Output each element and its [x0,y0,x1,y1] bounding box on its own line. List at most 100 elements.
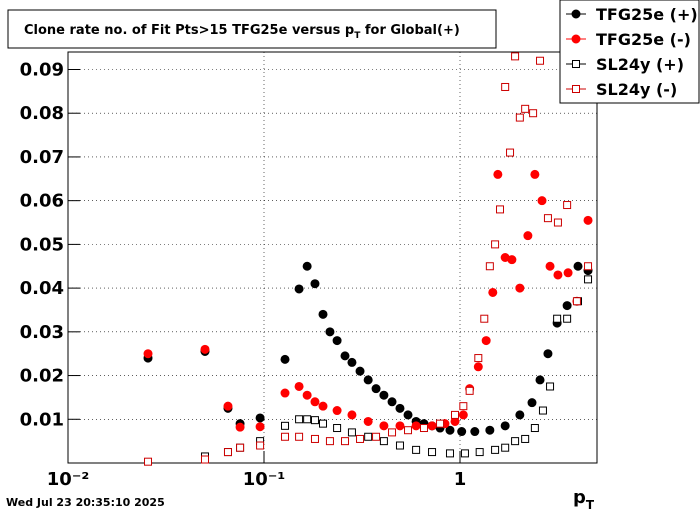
point [451,410,460,419]
point [491,445,500,454]
point [507,255,517,265]
point [379,437,388,446]
point [379,421,389,431]
series [144,52,593,466]
point [281,421,290,430]
point [255,413,265,423]
x-label-main: p [573,487,586,508]
point [584,262,593,271]
point [310,279,320,289]
point [223,448,232,457]
legend-label: SL24y (+) [596,55,684,74]
point [333,424,342,433]
point [493,169,503,179]
point [563,314,572,323]
point [235,422,245,432]
y-tick-label: 0.07 [20,147,64,168]
legend-label: TFG25e (+) [596,5,698,24]
series [143,261,593,437]
point [485,262,494,271]
point [319,419,328,428]
point [395,441,404,450]
point [395,403,405,413]
point [465,386,474,395]
point [488,287,498,297]
y-tick-label: 0.08 [20,103,64,124]
point [294,381,304,391]
point [388,428,397,437]
point [511,437,520,446]
point [427,421,437,431]
point [480,314,489,323]
point [500,421,510,431]
point [563,201,572,210]
legend-label: TFG25e (-) [596,30,691,49]
x-tick-label: 1 [454,469,467,490]
point [460,449,469,458]
point [310,416,319,425]
point [341,437,350,446]
point [310,397,320,407]
legend-marker [571,9,581,19]
point [563,268,573,278]
point [545,261,555,271]
point [553,218,562,227]
legend-marker [571,34,581,44]
legend-box [559,0,700,104]
point [347,428,356,437]
point [475,448,484,457]
point [404,426,413,435]
point [355,366,365,376]
point [200,455,209,464]
point [515,410,525,420]
point [310,434,319,443]
point [445,449,454,458]
point [530,424,539,433]
point [546,382,555,391]
point [521,434,530,443]
point [459,402,468,411]
point [363,375,373,385]
point [387,397,397,407]
title-part: Clone rate no. of Fit Pts>15 TFG25e vers… [24,23,354,38]
point [543,214,552,223]
point [318,401,328,411]
point [356,434,365,443]
point [223,401,233,411]
point [379,390,389,400]
point [553,270,563,280]
point [458,410,468,420]
point [363,416,373,426]
point [583,215,593,225]
point [295,415,304,424]
point [457,427,467,437]
point [470,427,480,437]
point [143,349,153,359]
point [303,415,312,424]
y-tick-label: 0.01 [20,409,64,430]
point [325,327,335,337]
point [255,422,265,432]
point [302,390,312,400]
point [302,261,312,271]
point [347,410,357,420]
point [281,432,290,441]
chart-title: Clone rate no. of Fit Pts>15 TFG25e vers… [24,23,460,41]
plot-frame [67,51,598,464]
y-tick-label: 0.03 [20,322,64,343]
point [562,301,572,311]
title-sub: T [354,31,361,41]
point [501,443,510,452]
point [332,406,342,416]
point [511,52,520,61]
point [371,384,381,394]
series [200,275,593,461]
y-tick-label: 0.04 [20,278,64,299]
legend-marker [572,85,580,93]
point [412,445,421,454]
point [200,344,210,354]
point [572,297,581,306]
point [474,354,483,363]
point [403,410,413,420]
x-tick-label: 10⁻² [47,469,89,490]
